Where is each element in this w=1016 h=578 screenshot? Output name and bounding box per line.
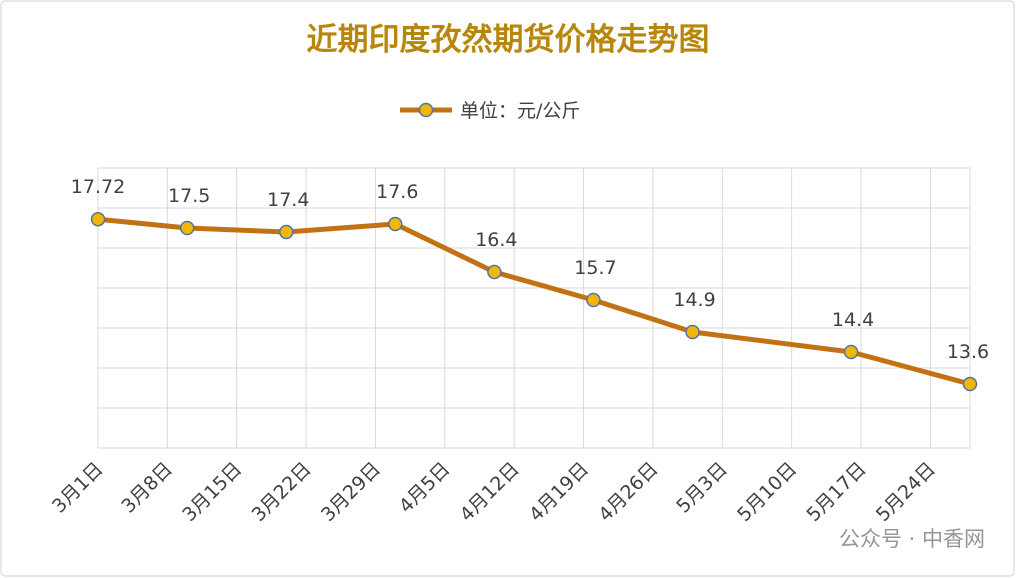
- legend-label: 单位：元/公斤: [460, 100, 580, 122]
- data-label: 17.72: [71, 176, 125, 198]
- marker: [90, 211, 106, 227]
- marker: [388, 216, 403, 232]
- data-label: 15.7: [574, 257, 616, 279]
- data-label: 16.4: [475, 229, 517, 251]
- data-label: 17.5: [168, 185, 210, 207]
- marker: [843, 344, 859, 360]
- data-label: 14.4: [832, 309, 874, 331]
- marker: [685, 324, 700, 340]
- watermark: 公众号 · 中香网: [839, 527, 985, 551]
- data-label: 17.6: [376, 181, 418, 203]
- marker: [962, 376, 978, 392]
- marker: [279, 224, 294, 240]
- chart-title: 近期印度孜然期货价格走势图: [307, 22, 710, 58]
- marker: [586, 292, 601, 308]
- marker: [179, 220, 195, 236]
- marker: [487, 264, 502, 280]
- data-label: 17.4: [267, 189, 309, 211]
- data-label: 14.9: [673, 289, 715, 311]
- legend-marker: [418, 102, 434, 118]
- data-label: 13.6: [947, 341, 989, 363]
